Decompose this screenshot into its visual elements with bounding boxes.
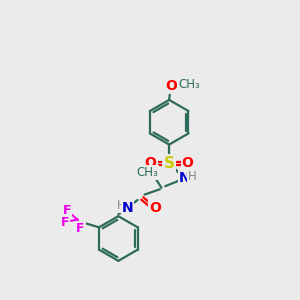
Text: CH₃: CH₃	[137, 166, 158, 179]
Text: F: F	[62, 204, 71, 217]
Text: F: F	[61, 216, 69, 229]
Text: O: O	[149, 201, 161, 215]
Text: H: H	[188, 170, 197, 183]
Text: S: S	[164, 155, 175, 170]
Text: O: O	[145, 156, 157, 170]
Text: O: O	[182, 156, 194, 170]
Text: CH₃: CH₃	[178, 78, 200, 91]
Text: N: N	[122, 201, 134, 215]
Text: O: O	[165, 79, 177, 93]
Text: H: H	[117, 199, 126, 212]
Text: F: F	[76, 222, 85, 236]
Text: N: N	[179, 172, 190, 185]
